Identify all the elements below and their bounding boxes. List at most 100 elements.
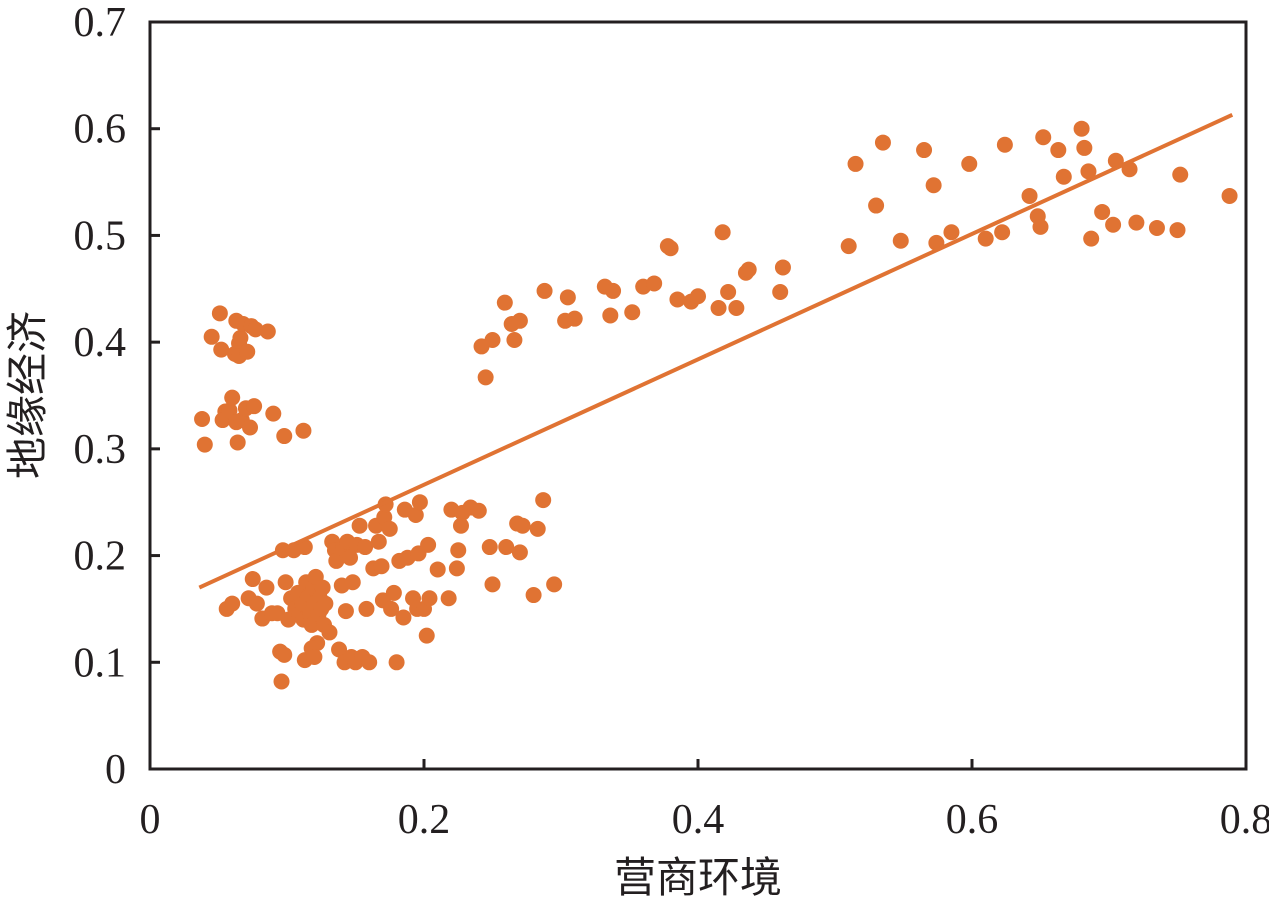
data-point bbox=[421, 590, 438, 607]
data-point bbox=[669, 291, 686, 308]
data-point bbox=[646, 275, 663, 292]
data-point bbox=[373, 558, 390, 575]
data-point bbox=[496, 294, 513, 311]
data-point bbox=[1083, 230, 1100, 247]
data-point bbox=[498, 539, 515, 556]
data-point bbox=[662, 240, 679, 257]
y-tick-label: 0.3 bbox=[74, 427, 127, 473]
data-point bbox=[1050, 142, 1067, 159]
data-point bbox=[536, 282, 553, 299]
data-point bbox=[535, 492, 552, 509]
y-tick-label: 0.7 bbox=[74, 0, 127, 46]
data-point bbox=[331, 641, 348, 658]
x-tick-label: 0.8 bbox=[1220, 797, 1269, 843]
data-point bbox=[357, 539, 374, 556]
data-point bbox=[1035, 129, 1052, 146]
data-point bbox=[925, 177, 942, 194]
data-point bbox=[728, 299, 745, 316]
data-point bbox=[840, 238, 857, 255]
data-point bbox=[481, 539, 498, 556]
data-point bbox=[1021, 187, 1038, 204]
data-point bbox=[381, 520, 398, 537]
data-point bbox=[203, 328, 220, 345]
data-point bbox=[1094, 203, 1111, 220]
data-point bbox=[1148, 219, 1165, 236]
data-point bbox=[772, 283, 789, 300]
y-axis: 0 0.1 0.2 0.3 0.4 0.5 0.6 0.7 bbox=[74, 0, 160, 793]
y-tick-label: 0.5 bbox=[74, 213, 127, 259]
data-point bbox=[996, 136, 1013, 153]
data-point bbox=[740, 261, 757, 278]
data-point bbox=[868, 197, 885, 214]
data-point bbox=[385, 584, 402, 601]
data-point bbox=[450, 542, 467, 559]
data-point bbox=[277, 574, 294, 591]
data-point bbox=[242, 419, 259, 436]
data-point bbox=[484, 576, 501, 593]
data-point bbox=[395, 609, 412, 626]
data-point bbox=[388, 654, 405, 671]
data-point bbox=[847, 155, 864, 172]
data-point bbox=[246, 398, 263, 415]
data-point bbox=[258, 579, 275, 596]
data-point bbox=[452, 517, 469, 534]
data-point bbox=[1055, 168, 1072, 185]
data-point bbox=[511, 312, 528, 329]
data-point bbox=[1073, 120, 1090, 137]
y-axis-title: 地缘经济 bbox=[6, 311, 52, 479]
data-point bbox=[232, 329, 249, 346]
data-point bbox=[370, 533, 387, 550]
data-point bbox=[710, 299, 727, 316]
data-point bbox=[916, 142, 933, 159]
x-tick-label: 0.6 bbox=[946, 797, 999, 843]
data-point bbox=[1169, 222, 1186, 239]
x-axis-title: 营商环境 bbox=[614, 855, 782, 902]
data-point bbox=[720, 283, 737, 300]
y-tick-label: 0.4 bbox=[74, 320, 127, 366]
data-point bbox=[566, 310, 583, 327]
data-point bbox=[276, 646, 293, 663]
data-point bbox=[194, 410, 211, 427]
data-point bbox=[295, 422, 312, 439]
data-point bbox=[221, 402, 238, 419]
data-point bbox=[1105, 216, 1122, 233]
y-tick-label: 0.1 bbox=[74, 640, 127, 686]
data-point bbox=[383, 600, 400, 617]
data-point bbox=[546, 576, 563, 593]
data-point bbox=[211, 305, 228, 322]
data-point bbox=[276, 428, 293, 445]
data-point bbox=[247, 321, 264, 338]
data-point bbox=[273, 673, 290, 690]
y-tick-label: 0.2 bbox=[74, 534, 127, 580]
data-point bbox=[196, 436, 213, 453]
data-point bbox=[874, 134, 891, 151]
data-point bbox=[321, 624, 338, 641]
data-point bbox=[961, 155, 978, 172]
data-point bbox=[265, 405, 282, 422]
data-point bbox=[351, 517, 368, 534]
data-point bbox=[411, 494, 428, 511]
data-point bbox=[229, 434, 246, 451]
data-point bbox=[511, 544, 528, 561]
data-point bbox=[328, 552, 345, 569]
x-tick-label: 0.4 bbox=[672, 797, 725, 843]
data-point bbox=[407, 507, 424, 524]
data-point bbox=[1128, 214, 1145, 231]
data-point bbox=[1080, 163, 1097, 180]
data-point bbox=[892, 232, 909, 249]
data-point bbox=[248, 595, 265, 612]
data-point bbox=[994, 224, 1011, 241]
data-point bbox=[224, 389, 241, 406]
data-point bbox=[429, 561, 446, 578]
data-point bbox=[420, 536, 437, 553]
data-point bbox=[1032, 218, 1049, 235]
x-axis: 0 0.2 0.4 0.6 0.8 bbox=[140, 759, 1269, 843]
x-tick-label: 0 bbox=[140, 797, 161, 843]
data-points bbox=[194, 120, 1238, 690]
y-tick-label: 0.6 bbox=[74, 107, 127, 153]
data-point bbox=[529, 520, 546, 537]
data-point bbox=[448, 560, 465, 577]
y-tick-label: 0 bbox=[105, 747, 126, 793]
data-point bbox=[525, 587, 542, 604]
